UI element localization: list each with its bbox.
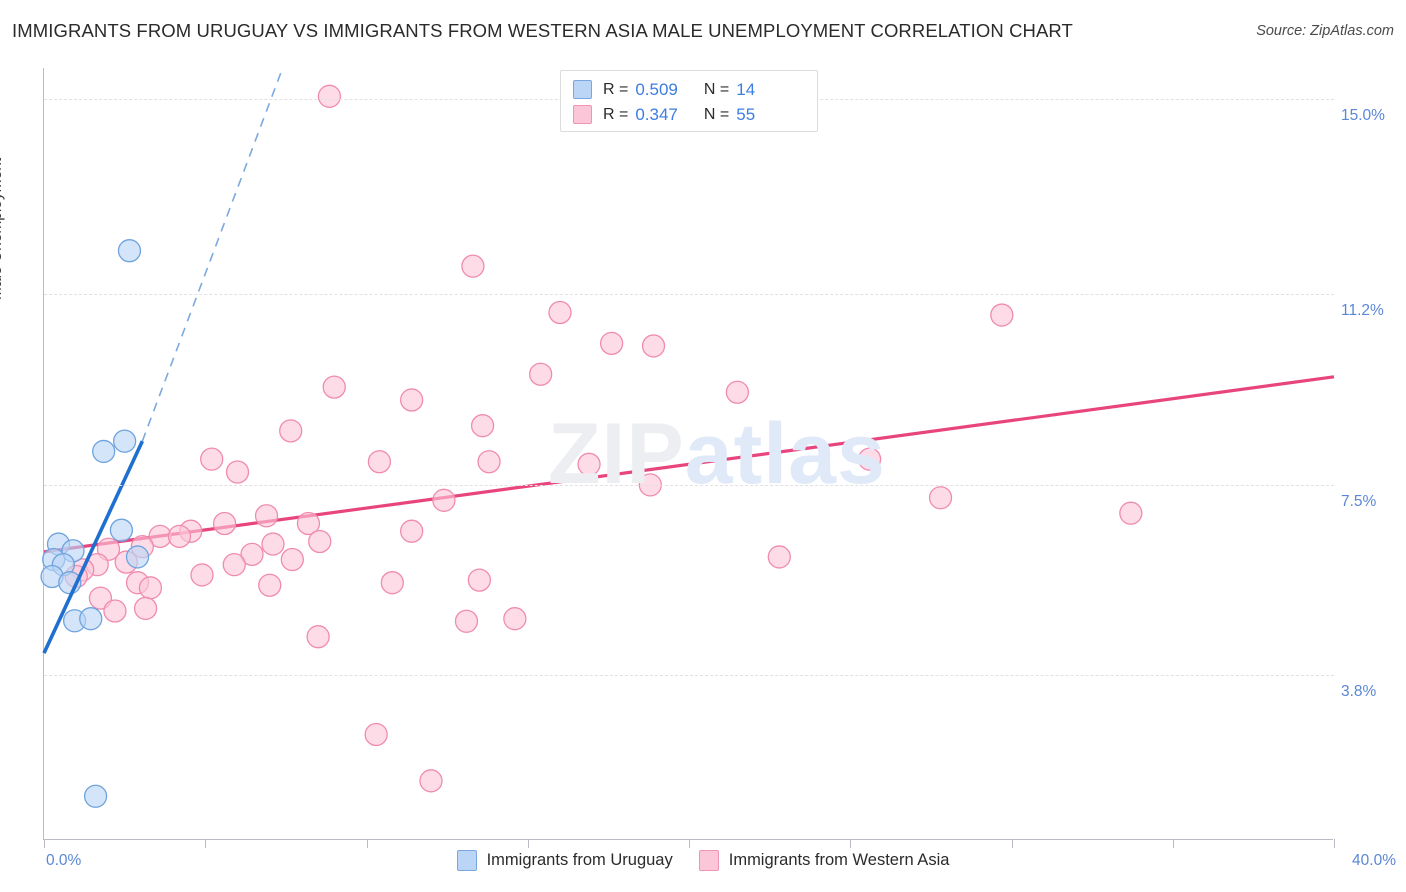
correlation-stats-box: R = 0.509 N = 14 R = 0.347 N = 55 bbox=[560, 70, 818, 132]
gridline-horizontal bbox=[44, 294, 1334, 296]
data-point-western-asia[interactable] bbox=[103, 599, 127, 623]
stats-row-uruguay: R = 0.509 N = 14 bbox=[573, 77, 807, 102]
data-point-western-asia[interactable] bbox=[454, 609, 479, 633]
y-axis-tick-label-1: 15.0% bbox=[1341, 106, 1385, 124]
stats-r-value-uruguay: 0.509 bbox=[635, 79, 678, 99]
data-point-western-asia[interactable] bbox=[190, 563, 214, 587]
stats-r-value-western-asia: 0.347 bbox=[635, 104, 678, 124]
data-point-western-asia[interactable] bbox=[133, 596, 158, 621]
data-point-western-asia[interactable] bbox=[138, 576, 163, 600]
legend-label-western-asia: Immigrants from Western Asia bbox=[728, 851, 950, 869]
data-point-western-asia[interactable] bbox=[212, 511, 237, 536]
data-point-western-asia[interactable] bbox=[990, 303, 1014, 327]
gridline-horizontal bbox=[44, 675, 1334, 677]
data-point-western-asia[interactable] bbox=[308, 529, 332, 554]
data-point-uruguay[interactable] bbox=[125, 545, 150, 569]
stats-r-label-western-asia: R = bbox=[603, 105, 629, 123]
x-axis-tick bbox=[1172, 839, 1174, 848]
data-point-western-asia[interactable] bbox=[225, 460, 250, 484]
data-point-uruguay[interactable] bbox=[109, 518, 134, 542]
x-axis-tick bbox=[205, 839, 207, 848]
x-axis-tick bbox=[689, 839, 690, 848]
data-point-uruguay[interactable] bbox=[83, 784, 108, 808]
data-point-western-asia[interactable] bbox=[725, 380, 750, 404]
page-title: IMMIGRANTS FROM URUGUAY VS IMMIGRANTS FR… bbox=[12, 20, 1073, 41]
data-point-western-asia[interactable] bbox=[279, 419, 303, 443]
gridline-horizontal bbox=[44, 484, 1334, 486]
x-axis-max-label: 40.0% bbox=[1352, 852, 1396, 869]
x-axis-tick bbox=[44, 839, 45, 848]
stats-n-value-uruguay: 14 bbox=[736, 79, 756, 99]
data-point-western-asia[interactable] bbox=[470, 414, 495, 438]
legend-label-uruguay: Immigrants from Uruguay bbox=[486, 851, 673, 869]
data-point-uruguay[interactable] bbox=[79, 607, 103, 631]
data-point-uruguay[interactable] bbox=[117, 239, 142, 263]
trendline-uruguay-extension bbox=[141, 67, 284, 442]
data-point-western-asia[interactable] bbox=[599, 331, 624, 355]
data-point-western-asia[interactable] bbox=[548, 300, 572, 325]
x-axis-tick bbox=[1011, 839, 1013, 848]
data-point-western-asia[interactable] bbox=[367, 450, 392, 474]
data-point-western-asia[interactable] bbox=[528, 362, 553, 386]
x-axis-tick bbox=[850, 839, 852, 848]
y-axis-tick-label-2: 11.2% bbox=[1341, 302, 1384, 320]
data-point-western-asia[interactable] bbox=[419, 769, 443, 793]
stats-row-western-asia: R = 0.347 N = 55 bbox=[573, 102, 807, 127]
data-point-western-asia[interactable] bbox=[322, 375, 346, 399]
data-point-western-asia[interactable] bbox=[296, 511, 321, 536]
data-point-western-asia[interactable] bbox=[432, 488, 456, 512]
stats-r-label-uruguay: R = bbox=[603, 80, 629, 98]
data-point-western-asia[interactable] bbox=[577, 452, 601, 476]
legend-swatch-uruguay bbox=[456, 850, 477, 871]
source-label: Source: ZipAtlas.com bbox=[1256, 23, 1394, 39]
stats-n-label-western-asia: N = bbox=[703, 105, 730, 123]
scatter-canvas bbox=[40, 67, 1335, 808]
data-point-western-asia[interactable] bbox=[317, 84, 342, 108]
data-point-western-asia[interactable] bbox=[399, 388, 424, 412]
stats-swatch-western-asia bbox=[573, 105, 592, 124]
data-point-western-asia[interactable] bbox=[280, 547, 304, 572]
x-axis-tick bbox=[527, 839, 529, 848]
legend-swatch-western-asia bbox=[698, 850, 719, 871]
data-point-western-asia[interactable] bbox=[928, 486, 953, 510]
trendline-uruguay bbox=[42, 440, 144, 654]
data-point-western-asia[interactable] bbox=[477, 450, 501, 474]
data-point-western-asia[interactable] bbox=[222, 553, 246, 577]
data-point-western-asia[interactable] bbox=[857, 447, 882, 471]
y-axis-tick-label-3: 7.5% bbox=[1341, 492, 1377, 510]
data-point-western-asia[interactable] bbox=[254, 504, 279, 528]
plot-area bbox=[40, 67, 1335, 848]
data-point-western-asia[interactable] bbox=[258, 573, 282, 597]
data-point-western-asia[interactable] bbox=[167, 524, 192, 548]
x-axis-tick bbox=[1334, 839, 1335, 848]
data-point-western-asia[interactable] bbox=[461, 254, 485, 278]
data-point-western-asia[interactable] bbox=[364, 722, 388, 747]
stats-swatch-uruguay bbox=[573, 80, 592, 99]
y-axis-tick-label-4: 3.8% bbox=[1341, 683, 1377, 701]
data-point-western-asia[interactable] bbox=[261, 532, 285, 556]
data-point-western-asia[interactable] bbox=[306, 625, 330, 649]
data-point-western-asia[interactable] bbox=[641, 334, 666, 358]
legend-item-western-asia[interactable]: Immigrants from Western Asia bbox=[698, 850, 950, 871]
data-point-uruguay[interactable] bbox=[92, 439, 116, 464]
stats-n-label-uruguay: N = bbox=[703, 80, 730, 98]
data-point-western-asia[interactable] bbox=[767, 545, 791, 569]
data-point-western-asia[interactable] bbox=[200, 447, 224, 471]
legend-item-uruguay[interactable]: Immigrants from Uruguay bbox=[456, 850, 673, 871]
x-axis-min-label: 0.0% bbox=[46, 852, 82, 869]
stats-n-value-western-asia: 55 bbox=[736, 104, 756, 124]
data-point-western-asia[interactable] bbox=[1119, 501, 1143, 525]
x-axis-tick bbox=[366, 839, 368, 848]
data-point-western-asia[interactable] bbox=[240, 542, 264, 567]
data-point-western-asia[interactable] bbox=[467, 568, 492, 592]
y-axis-title: Male Unemployment bbox=[0, 157, 5, 300]
data-point-western-asia[interactable] bbox=[399, 519, 424, 543]
data-point-uruguay[interactable] bbox=[112, 429, 137, 453]
chart-legend: Immigrants from Uruguay Immigrants from … bbox=[0, 850, 1406, 871]
data-point-western-asia[interactable] bbox=[380, 571, 404, 595]
data-point-western-asia[interactable] bbox=[503, 607, 527, 631]
